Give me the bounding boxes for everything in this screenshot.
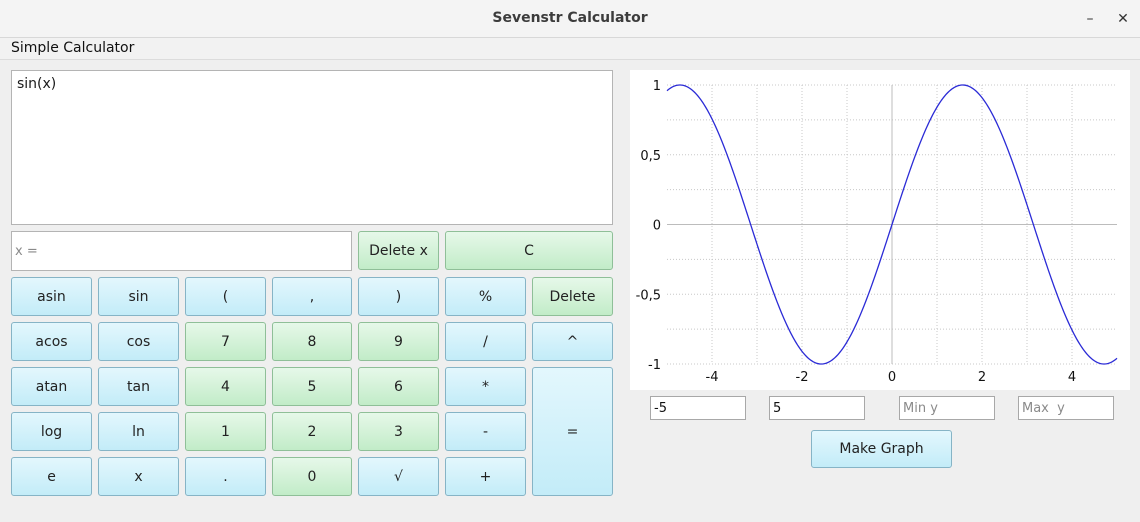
comma-button[interactable]: , xyxy=(272,277,352,316)
digit-4-button[interactable]: 4 xyxy=(185,367,266,406)
digit-0-button[interactable]: 0 xyxy=(272,457,352,496)
y-tick-label: 0,5 xyxy=(640,149,661,164)
digit-6-button[interactable]: 6 xyxy=(358,367,439,406)
x-variable-button[interactable]: x xyxy=(98,457,179,496)
tan-button[interactable]: tan xyxy=(98,367,179,406)
plus-button[interactable]: + xyxy=(445,457,526,496)
e-constant-button[interactable]: e xyxy=(11,457,92,496)
digit-2-button[interactable]: 2 xyxy=(272,412,352,451)
close-button[interactable]: ✕ xyxy=(1117,11,1129,27)
make-graph-button[interactable]: Make Graph xyxy=(811,430,952,468)
percent-button[interactable]: % xyxy=(445,277,526,316)
digit-5-button[interactable]: 5 xyxy=(272,367,352,406)
delete-x-button[interactable]: Delete x xyxy=(358,231,439,270)
digit-3-button[interactable]: 3 xyxy=(358,412,439,451)
log-button[interactable]: log xyxy=(11,412,92,451)
menu-bar: Simple Calculator xyxy=(0,38,1140,60)
x-tick-label: -2 xyxy=(796,370,809,385)
digit-1-button[interactable]: 1 xyxy=(185,412,266,451)
acos-button[interactable]: acos xyxy=(11,322,92,361)
atan-button[interactable]: atan xyxy=(11,367,92,406)
ln-button[interactable]: ln xyxy=(98,412,179,451)
x-tick-label: 4 xyxy=(1068,370,1076,385)
open-paren-button[interactable]: ( xyxy=(185,277,266,316)
cos-button[interactable]: cos xyxy=(98,322,179,361)
delete-button[interactable]: Delete xyxy=(532,277,613,316)
y-tick-label: 1 xyxy=(653,79,661,94)
x-tick-label: 0 xyxy=(888,370,896,385)
title-bar: Sevenstr Calculator – ✕ xyxy=(0,0,1140,38)
x-tick-label: -4 xyxy=(706,370,719,385)
divide-button[interactable]: / xyxy=(445,322,526,361)
max-x-input[interactable] xyxy=(769,396,865,420)
graph-svg: -4 -2 0 2 4 1 0,5 0 -0,5 -1 xyxy=(636,79,1118,385)
window-title: Sevenstr Calculator xyxy=(492,10,648,26)
y-tick-label: -1 xyxy=(648,358,661,373)
sin-button[interactable]: sin xyxy=(98,277,179,316)
max-y-input[interactable] xyxy=(1018,396,1114,420)
graph-plot: -4 -2 0 2 4 1 0,5 0 -0,5 -1 xyxy=(630,70,1130,390)
digit-7-button[interactable]: 7 xyxy=(185,322,266,361)
clear-button[interactable]: C xyxy=(445,231,613,270)
decimal-point-button[interactable]: . xyxy=(185,457,266,496)
y-tick-label: -0,5 xyxy=(636,288,661,303)
expression-display[interactable]: sin(x) xyxy=(11,70,613,225)
sine-curve xyxy=(666,84,1118,365)
digit-8-button[interactable]: 8 xyxy=(272,322,352,361)
min-x-input[interactable] xyxy=(650,396,746,420)
equals-button[interactable]: = xyxy=(532,367,613,496)
menu-simple-calculator[interactable]: Simple Calculator xyxy=(11,40,135,56)
multiply-button[interactable]: * xyxy=(445,367,526,406)
sqrt-button[interactable]: √ xyxy=(358,457,439,496)
x-tick-label: 2 xyxy=(978,370,986,385)
close-paren-button[interactable]: ) xyxy=(358,277,439,316)
power-button[interactable]: ^ xyxy=(532,322,613,361)
asin-button[interactable]: asin xyxy=(11,277,92,316)
minus-button[interactable]: - xyxy=(445,412,526,451)
min-y-input[interactable] xyxy=(899,396,995,420)
x-value-input[interactable] xyxy=(11,231,352,271)
minimize-button[interactable]: – xyxy=(1086,11,1094,27)
y-tick-label: 0 xyxy=(653,219,661,234)
digit-9-button[interactable]: 9 xyxy=(358,322,439,361)
